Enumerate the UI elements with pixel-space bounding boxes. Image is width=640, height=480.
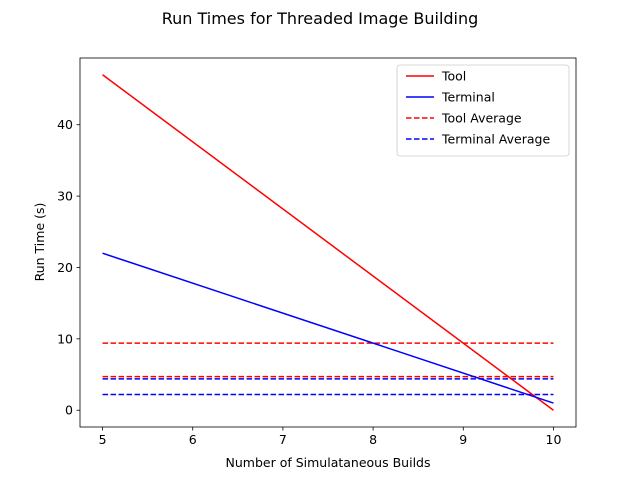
y-tick-label: 40 [57, 117, 73, 132]
y-tick-label: 20 [57, 260, 73, 275]
plot-area [102, 74, 554, 411]
legend-box [396, 64, 570, 157]
y-axis-label: Run Time (s) [32, 203, 47, 282]
y-tick-label: 10 [57, 331, 73, 346]
legend-label: Terminal [441, 90, 495, 105]
y-tick-label: 0 [65, 403, 73, 418]
y-tick-label: 30 [57, 189, 73, 204]
x-tick-label: 9 [459, 432, 467, 447]
x-tick-label: 5 [99, 432, 107, 447]
legend-label: Tool Average [441, 111, 522, 126]
x-tick-label: 6 [189, 432, 197, 447]
x-tick-label: 8 [369, 432, 377, 447]
series-line-tool [102, 74, 554, 411]
chart-title: Run Times for Threaded Image Building [162, 9, 479, 28]
legend: Tool Terminal Tool Average Terminal Average [396, 64, 570, 157]
x-tick-label: 10 [546, 432, 562, 447]
series-line-terminal [102, 252, 554, 404]
axes-frame [79, 57, 577, 428]
x-axis-label: Number of Simulataneous Builds [226, 455, 431, 470]
legend-label: Terminal Average [441, 132, 550, 147]
legend-label: Tool [441, 69, 466, 84]
x-tick-label: 7 [279, 432, 287, 447]
axes: 5 6 7 8 9 10 0 10 20 30 40 [57, 57, 577, 447]
